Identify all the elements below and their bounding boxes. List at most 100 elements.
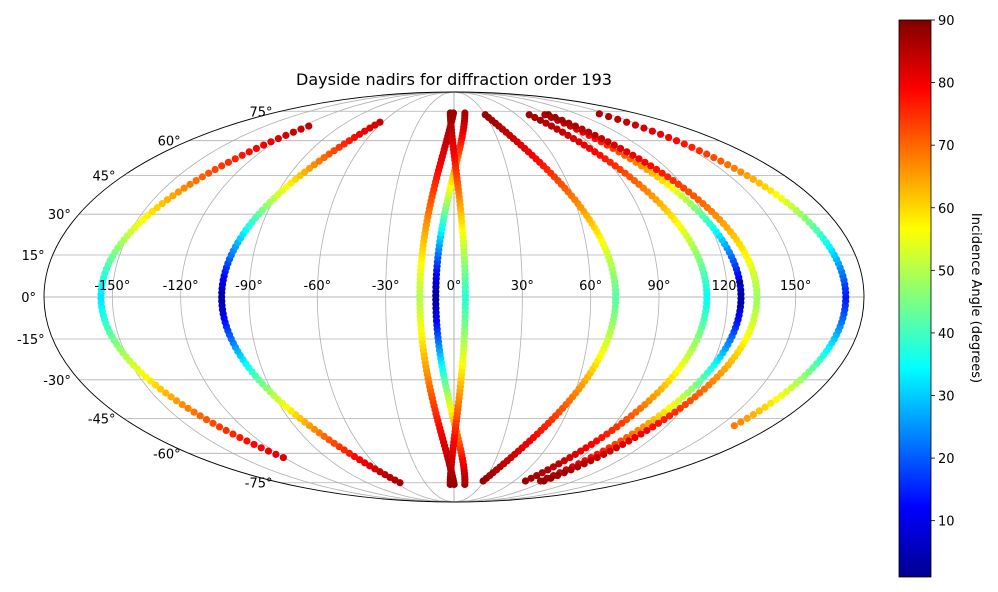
nadir-point [531, 113, 539, 122]
nadir-point [660, 416, 668, 424]
nadir-point [180, 184, 188, 192]
nadir-point [540, 477, 548, 485]
nadir-point [279, 453, 287, 462]
nadir-point [592, 437, 601, 445]
nadir-point [717, 157, 725, 165]
nadir-point [330, 147, 338, 155]
nadir-track [540, 111, 761, 485]
nadir-point [167, 393, 175, 401]
nadir-point [681, 400, 689, 409]
nadir-point [724, 161, 732, 169]
nadir-point [558, 128, 567, 136]
nadir-point [640, 124, 648, 132]
colorbar-tick-label: 90 [938, 14, 955, 29]
nadir-point [215, 423, 224, 431]
nadir-point [224, 158, 233, 166]
nadir-point [553, 125, 561, 133]
colorbar-label: Incidence Angle (degrees) [968, 213, 983, 383]
nadir-point [637, 430, 645, 438]
nadir-point [658, 176, 667, 185]
nadir-point [787, 202, 796, 210]
colorbar-tick-label: 60 [938, 202, 955, 217]
nadir-point [580, 460, 588, 468]
nadir-point [209, 419, 217, 427]
nadir-point [144, 211, 152, 220]
nadir-point [672, 137, 681, 145]
data-points [97, 109, 850, 489]
nadir-point [643, 426, 651, 435]
nadir-point [680, 140, 688, 148]
nadir-point [575, 138, 583, 146]
lon-tick-label: 60° [579, 279, 602, 294]
colorbar-tick-label: 50 [938, 264, 955, 279]
nadir-point [211, 165, 219, 174]
nadir-point [749, 411, 757, 419]
nadir-point [755, 407, 763, 415]
nadir-point [743, 172, 751, 180]
nadir-point [601, 155, 609, 163]
nadir-point [446, 109, 454, 117]
nadir-point [549, 463, 557, 471]
lon-tick-label: 150° [780, 279, 811, 294]
nadir-point [202, 416, 211, 424]
nadir-point [603, 430, 611, 438]
nadir-point [649, 423, 657, 431]
nadir-point [335, 143, 343, 151]
lat-tick-label: 15° [22, 249, 45, 264]
chart-title: Dayside nadirs for diffraction order 193 [296, 70, 612, 89]
nadir-point [686, 397, 694, 405]
nadir-point [533, 471, 541, 480]
nadir-point [521, 477, 530, 485]
nadir-point [611, 162, 619, 170]
nadir-track [521, 111, 711, 485]
nadir-point [585, 144, 594, 153]
nadir-point [782, 198, 791, 206]
nadir-point [730, 422, 738, 430]
nadir-point [538, 469, 546, 477]
nadir-point [755, 179, 763, 187]
nadir-track [432, 109, 469, 489]
nadir-point [629, 151, 637, 159]
nadir-point [580, 141, 588, 149]
nadir-point [703, 150, 711, 158]
nadir-point [600, 450, 608, 458]
nadir-point [169, 192, 177, 200]
nadir-point [582, 444, 590, 452]
nadir-point [571, 450, 579, 458]
nadir-point [222, 426, 230, 435]
nadir-point [264, 447, 273, 455]
nadir-point [536, 116, 545, 124]
nadir-point [593, 453, 601, 462]
nadir-point [612, 444, 620, 452]
nadir-point [606, 447, 614, 455]
nadir-point [184, 404, 192, 412]
lat-tick-label: -75° [245, 477, 273, 492]
nadir-point [625, 437, 633, 445]
nadir-point [631, 433, 639, 442]
nadir-point [178, 400, 186, 409]
nadir-point [252, 144, 261, 153]
nadir-point [605, 112, 613, 121]
nadir-point [148, 207, 156, 216]
colorbar-tick-label: 80 [938, 77, 955, 92]
nadir-point [461, 109, 469, 117]
nadir-point [665, 133, 673, 142]
nadir-point [631, 121, 639, 129]
nadir-point [664, 173, 672, 181]
nadir-point [616, 165, 624, 174]
nadir-point [151, 381, 160, 389]
nadir-point [614, 115, 622, 123]
nadir-point [257, 444, 265, 452]
nadir-point [525, 111, 533, 119]
colorbar-ticks: 10 20 30 40 50 60 70 80 90 [931, 14, 955, 530]
nadir-point [587, 457, 595, 465]
lon-tick-label: 0° [447, 279, 462, 294]
nadir-point [730, 164, 738, 172]
nadir-point [553, 471, 562, 480]
nadir-point [196, 412, 204, 420]
lon-tick-label: -30° [372, 279, 400, 294]
nadir-point [671, 408, 679, 416]
nadir-point [652, 165, 661, 174]
nadir-point [272, 450, 280, 458]
nadir-point [591, 148, 599, 156]
